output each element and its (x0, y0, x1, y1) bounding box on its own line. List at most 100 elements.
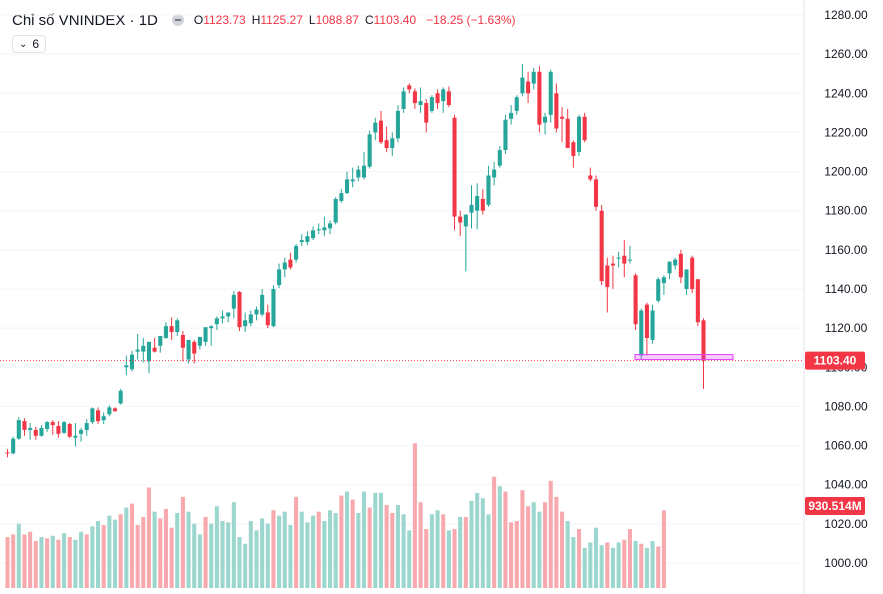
volume-bar (73, 539, 78, 588)
hide-legend-icon[interactable] (171, 14, 184, 26)
candle-body (84, 423, 89, 430)
volume-bar (112, 519, 118, 588)
candle-body (327, 223, 333, 229)
candle (644, 302, 649, 356)
high-value: H1125.27 (251, 13, 303, 27)
candle-body (112, 408, 118, 412)
candle (424, 99, 429, 133)
price-tick-label: 1280.00 (824, 8, 868, 22)
candle-body (373, 122, 378, 133)
volume-bar (101, 525, 106, 588)
candle-body (135, 349, 140, 352)
volume-bar (79, 531, 84, 588)
candle-body (497, 150, 502, 166)
candle-body (67, 424, 72, 437)
volume-bar (571, 537, 576, 588)
candle-body (435, 93, 440, 104)
candle-body (509, 112, 514, 119)
candle-body (220, 316, 225, 319)
candle-body (407, 85, 412, 90)
price-tick-label: 1060.00 (824, 439, 868, 453)
candle (186, 339, 191, 364)
candle (277, 263, 282, 289)
candle (45, 421, 50, 432)
candle-body (5, 452, 10, 454)
candle-body (559, 116, 565, 119)
candle (226, 312, 231, 323)
price-tick-label: 1020.00 (824, 517, 868, 531)
candle-body (56, 426, 61, 434)
volume-bar (186, 511, 191, 588)
candle-body (101, 416, 106, 421)
candle (469, 185, 474, 229)
candle-body (322, 227, 327, 231)
candle (395, 105, 400, 143)
volume-bar (627, 529, 632, 588)
volume-bar (327, 510, 333, 588)
volume-bar (475, 492, 480, 588)
drawn-rectangle[interactable] (634, 354, 734, 360)
candle (62, 421, 67, 434)
candle-body (571, 142, 576, 156)
volume-bar (163, 508, 168, 588)
volume-bar (288, 525, 293, 588)
volume-bar (480, 498, 485, 588)
candle-body (282, 262, 287, 270)
volume-bar (497, 486, 502, 588)
candle (373, 117, 378, 141)
change-value: −18.25 (−1.63%) (426, 13, 516, 27)
candle-body (458, 216, 463, 223)
candle (180, 331, 185, 362)
candle (565, 108, 570, 149)
candle-body (107, 407, 112, 415)
volume-bar (220, 521, 225, 588)
volume-bar (226, 522, 231, 588)
volume-bar (644, 547, 649, 588)
candle (633, 273, 638, 331)
candle-body (475, 196, 480, 211)
volume-bar (33, 541, 38, 588)
candle (67, 423, 72, 438)
volume-bar (520, 490, 525, 588)
volume-bar (514, 521, 519, 588)
candle-body (395, 110, 400, 139)
candle-body (384, 140, 389, 149)
indicators-toggle-button[interactable]: ⌄ 6 (12, 35, 47, 53)
volume-bar (333, 512, 338, 588)
candle-body (237, 291, 242, 328)
volume-bar (412, 443, 417, 588)
candle-body (243, 320, 248, 327)
volume-bar (610, 547, 616, 588)
candle (118, 388, 123, 405)
candle-body (265, 312, 270, 326)
candle (503, 114, 508, 154)
candle (135, 334, 140, 360)
candle-body (39, 427, 44, 436)
volume-bar (294, 496, 299, 588)
volume-bar (661, 510, 666, 588)
volume-bar (141, 516, 146, 588)
volume-bar (197, 534, 202, 588)
candle (520, 63, 525, 97)
volume-bar (192, 523, 197, 588)
volume-bar (107, 515, 112, 588)
candle (299, 234, 304, 246)
candle-body (390, 138, 395, 149)
volume-bar (656, 546, 661, 588)
candle-body (633, 275, 638, 325)
symbol-title[interactable]: Chỉ số VNINDEX · 1D (12, 11, 158, 29)
candle (209, 325, 214, 346)
volume-bar (11, 534, 16, 588)
volume-bar (548, 480, 553, 588)
volume-bar (650, 541, 655, 588)
volume-bar (282, 511, 287, 588)
candle (356, 165, 361, 182)
volume-bar (543, 502, 548, 588)
close-value: C1103.40 (364, 13, 417, 27)
candle-body (588, 175, 593, 180)
candle-body (480, 198, 485, 211)
candle-body (271, 289, 276, 327)
candle (401, 87, 406, 113)
candle (576, 114, 582, 156)
